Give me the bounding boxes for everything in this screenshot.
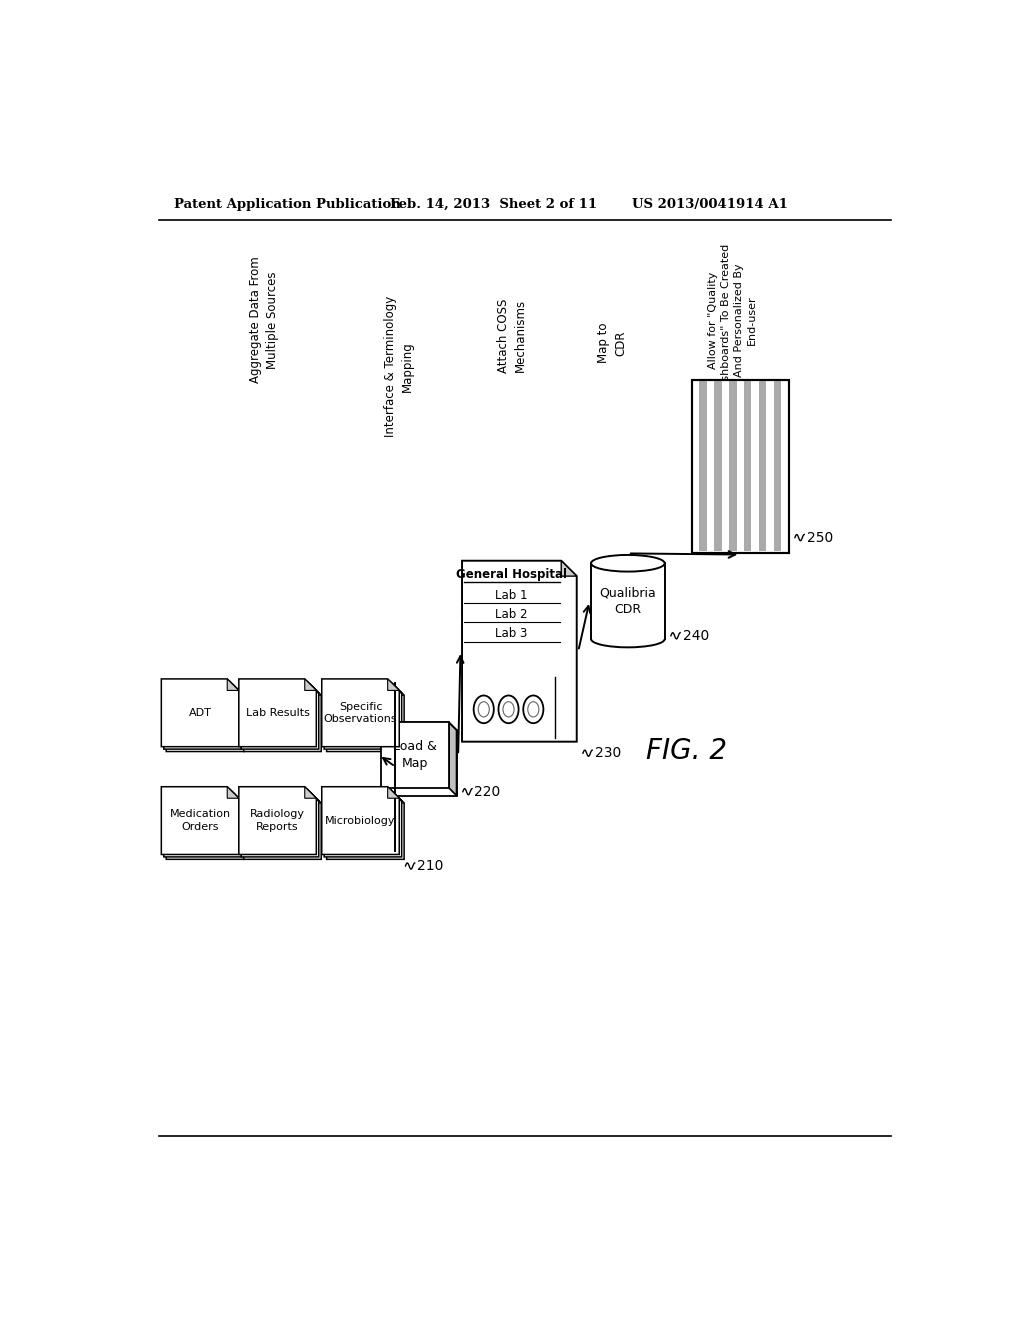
Polygon shape bbox=[162, 678, 239, 747]
Ellipse shape bbox=[474, 696, 494, 723]
Polygon shape bbox=[449, 722, 457, 796]
Text: Lab Results: Lab Results bbox=[246, 708, 309, 718]
Polygon shape bbox=[239, 678, 316, 747]
Text: Attach COSS
Mechanisms: Attach COSS Mechanisms bbox=[497, 298, 526, 372]
Polygon shape bbox=[305, 787, 316, 799]
Polygon shape bbox=[239, 787, 316, 854]
Text: 240: 240 bbox=[683, 628, 709, 643]
Polygon shape bbox=[322, 787, 399, 854]
Polygon shape bbox=[381, 722, 457, 730]
Text: Microbiology: Microbiology bbox=[326, 816, 395, 825]
Text: Patent Application Publication: Patent Application Publication bbox=[174, 198, 401, 211]
Bar bbox=[759, 381, 766, 552]
Bar bbox=[692, 380, 788, 553]
Bar bbox=[692, 380, 788, 553]
Polygon shape bbox=[322, 678, 399, 747]
Text: General Hospital: General Hospital bbox=[456, 568, 567, 581]
Ellipse shape bbox=[499, 696, 518, 723]
Text: Feb. 14, 2013  Sheet 2 of 11: Feb. 14, 2013 Sheet 2 of 11 bbox=[390, 198, 597, 211]
Ellipse shape bbox=[591, 554, 665, 572]
Polygon shape bbox=[229, 681, 242, 693]
Polygon shape bbox=[561, 561, 577, 576]
Polygon shape bbox=[244, 684, 322, 751]
Polygon shape bbox=[392, 684, 404, 696]
Bar bbox=[591, 564, 665, 639]
Polygon shape bbox=[164, 681, 242, 750]
Polygon shape bbox=[166, 684, 244, 751]
Text: Medication
Orders: Medication Orders bbox=[170, 809, 230, 832]
Polygon shape bbox=[327, 684, 404, 751]
Bar bbox=[744, 381, 752, 552]
Polygon shape bbox=[388, 678, 399, 690]
Text: Load &
Map: Load & Map bbox=[393, 741, 436, 770]
Text: 220: 220 bbox=[474, 784, 501, 799]
Text: 250: 250 bbox=[807, 531, 833, 545]
Text: Aggregate Data From
Multiple Sources: Aggregate Data From Multiple Sources bbox=[249, 256, 279, 384]
Polygon shape bbox=[227, 678, 239, 690]
Polygon shape bbox=[162, 787, 239, 854]
Polygon shape bbox=[229, 789, 242, 801]
Polygon shape bbox=[305, 678, 316, 690]
Polygon shape bbox=[325, 681, 401, 750]
Bar bbox=[774, 381, 781, 552]
Polygon shape bbox=[390, 681, 401, 693]
Bar bbox=[699, 381, 707, 552]
Text: Allow for "Quality
Dashboards" To Be Created
And Personalized By
End-user: Allow for "Quality Dashboards" To Be Cre… bbox=[708, 244, 758, 396]
Text: Lab 1: Lab 1 bbox=[496, 589, 528, 602]
Text: Interface & Terminology
Mapping: Interface & Terminology Mapping bbox=[384, 296, 415, 437]
Polygon shape bbox=[309, 684, 322, 696]
Bar bbox=[714, 381, 722, 552]
Polygon shape bbox=[462, 561, 577, 742]
Text: Lab 3: Lab 3 bbox=[496, 627, 527, 640]
Text: Radiology
Reports: Radiology Reports bbox=[250, 809, 305, 832]
Polygon shape bbox=[309, 792, 322, 803]
Bar bbox=[381, 722, 449, 788]
Text: 230: 230 bbox=[595, 746, 621, 760]
Polygon shape bbox=[232, 684, 244, 696]
Polygon shape bbox=[242, 681, 318, 750]
Bar bbox=[388, 730, 457, 796]
Polygon shape bbox=[390, 789, 401, 801]
Polygon shape bbox=[388, 787, 399, 799]
Polygon shape bbox=[307, 789, 318, 801]
Polygon shape bbox=[307, 681, 318, 693]
Bar bbox=[729, 381, 736, 552]
Text: ADT: ADT bbox=[188, 708, 212, 718]
Text: US 2013/0041914 A1: US 2013/0041914 A1 bbox=[632, 198, 787, 211]
Polygon shape bbox=[327, 792, 404, 859]
Text: Map to
CDR: Map to CDR bbox=[597, 323, 628, 363]
Text: Lab 2: Lab 2 bbox=[496, 609, 528, 622]
Ellipse shape bbox=[523, 696, 544, 723]
Polygon shape bbox=[227, 787, 239, 799]
Polygon shape bbox=[325, 789, 401, 857]
Text: 210: 210 bbox=[417, 859, 443, 873]
Text: Specific
Observations: Specific Observations bbox=[324, 702, 397, 723]
Polygon shape bbox=[232, 792, 244, 803]
Polygon shape bbox=[164, 789, 242, 857]
Polygon shape bbox=[242, 789, 318, 857]
Text: FIG. 2: FIG. 2 bbox=[645, 738, 726, 766]
Text: Qualibria
CDR: Qualibria CDR bbox=[599, 586, 656, 616]
Polygon shape bbox=[166, 792, 244, 859]
Polygon shape bbox=[392, 792, 404, 803]
Polygon shape bbox=[244, 792, 322, 859]
